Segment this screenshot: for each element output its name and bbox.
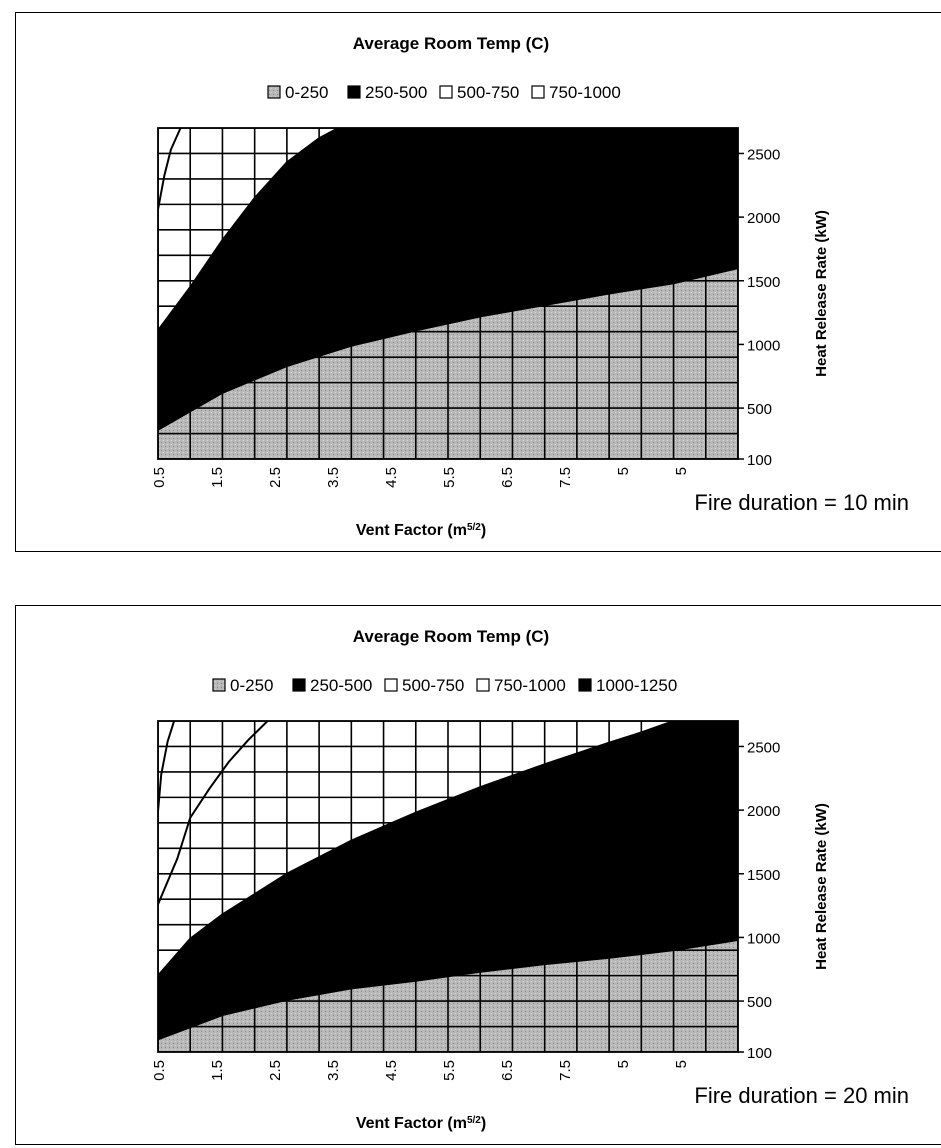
boundary-curve bbox=[158, 721, 738, 977]
x-tick-label: 4.5 bbox=[383, 467, 400, 488]
legend-item: 0-250 bbox=[212, 676, 273, 695]
x-tick-label: 2.5 bbox=[267, 467, 284, 488]
legend-swatch bbox=[292, 678, 306, 692]
legend-swatch bbox=[384, 678, 398, 692]
x-tick-label: 4.5 bbox=[383, 1060, 400, 1081]
legend-label: 250-500 bbox=[310, 676, 372, 695]
legend-label: 750-1000 bbox=[494, 676, 566, 695]
x-tick-label: 1.5 bbox=[209, 1060, 226, 1081]
legend-item: 0-250 bbox=[267, 83, 328, 102]
legend-swatch bbox=[476, 678, 490, 692]
x-tick-label: 2.5 bbox=[267, 1060, 284, 1081]
x-tick-label: 5 bbox=[673, 1060, 690, 1068]
legend-label: 0-250 bbox=[230, 676, 273, 695]
x-tick-label: 7.5 bbox=[557, 467, 574, 488]
legend-label: 0-250 bbox=[285, 83, 328, 102]
boundary-curve bbox=[158, 128, 339, 332]
x-tick-label: 0.5 bbox=[151, 467, 168, 488]
legend-label: 1000-1250 bbox=[596, 676, 677, 695]
legend-swatch bbox=[347, 85, 361, 99]
chart-panel-20min: Average Room Temp (C) 0-250 250-500 500-750… bbox=[15, 605, 941, 1145]
legend-swatch bbox=[267, 85, 281, 99]
legend-item: 250-500 bbox=[292, 676, 372, 695]
x-tick-label: 1.5 bbox=[209, 467, 226, 488]
x-tick-label: 6.5 bbox=[499, 1060, 516, 1081]
legend-label: 500-750 bbox=[402, 676, 464, 695]
plot-frame bbox=[157, 720, 739, 1053]
chart-10min: Average Room Temp (C) 0-250 250-500 500-750… bbox=[151, 34, 909, 540]
legend-swatch bbox=[439, 85, 453, 99]
y-tick-label: 100 bbox=[747, 452, 772, 469]
legend-label: 500-750 bbox=[457, 83, 519, 102]
plot-area bbox=[158, 128, 738, 459]
x-tick-label: 7.5 bbox=[557, 1060, 574, 1081]
legend-item: 250-500 bbox=[347, 83, 427, 102]
x-tick-label: 3.5 bbox=[325, 1060, 342, 1081]
y-tick-label: 2000 bbox=[747, 803, 780, 820]
y-axis-label: Heat Release Rate (kW) bbox=[813, 210, 830, 377]
y-tick-label: 1000 bbox=[747, 930, 780, 947]
legend-item: 750-1000 bbox=[476, 676, 566, 695]
chart-title: Average Room Temp (C) bbox=[353, 34, 549, 53]
x-tick-label: 6.5 bbox=[499, 467, 516, 488]
x-tick-label: 5 bbox=[615, 1060, 632, 1068]
legend-label: 750-1000 bbox=[549, 83, 621, 102]
y-tick-label: 500 bbox=[747, 401, 772, 418]
legend-swatch bbox=[578, 678, 592, 692]
y-tick-label: 1000 bbox=[747, 337, 780, 354]
x-tick-label: 5 bbox=[615, 467, 632, 475]
boundary-curve bbox=[158, 267, 738, 431]
x-tick-label: 3.5 bbox=[325, 467, 342, 488]
y-tick-label: 1500 bbox=[747, 867, 780, 884]
y-tick-label: 500 bbox=[747, 994, 772, 1011]
plot-area bbox=[158, 721, 738, 1052]
x-tick-label: 5.5 bbox=[441, 467, 458, 488]
y-tick-label: 2000 bbox=[747, 210, 780, 227]
chart-20min: Average Room Temp (C) 0-250 250-500 500-750… bbox=[151, 627, 909, 1133]
chart-panel-10min: Average Room Temp (C) 0-250 250-500 500-750… bbox=[15, 12, 941, 552]
boundary-curve bbox=[158, 721, 176, 812]
y-tick-label: 2500 bbox=[747, 146, 780, 163]
legend-item: 500-750 bbox=[384, 676, 464, 695]
x-axis-label: Vent Factor (m5/2) bbox=[356, 1115, 486, 1133]
fire-duration-annotation: Fire duration = 20 min bbox=[694, 1083, 909, 1108]
boundary-curve bbox=[158, 721, 269, 905]
x-tick-label: 0.5 bbox=[151, 1060, 168, 1081]
y-tick-label: 2500 bbox=[747, 739, 780, 756]
x-tick-label: 5 bbox=[673, 467, 690, 475]
y-tick-label: 100 bbox=[747, 1045, 772, 1062]
legend-item: 500-750 bbox=[439, 83, 519, 102]
legend-swatch bbox=[212, 678, 226, 692]
y-axis-label: Heat Release Rate (kW) bbox=[813, 803, 830, 970]
legend-item: 750-1000 bbox=[531, 83, 621, 102]
y-tick-label: 1500 bbox=[747, 274, 780, 291]
boundary-curve bbox=[158, 128, 182, 210]
fire-duration-annotation: Fire duration = 10 min bbox=[694, 490, 909, 515]
plot-frame bbox=[157, 127, 739, 460]
boundary-curve bbox=[158, 938, 738, 1041]
x-axis-label: Vent Factor (m5/2) bbox=[356, 522, 486, 540]
legend-swatch bbox=[531, 85, 545, 99]
x-tick-label: 5.5 bbox=[441, 1060, 458, 1081]
chart-title: Average Room Temp (C) bbox=[353, 627, 549, 646]
legend-label: 250-500 bbox=[365, 83, 427, 102]
legend-item: 1000-1250 bbox=[578, 676, 677, 695]
